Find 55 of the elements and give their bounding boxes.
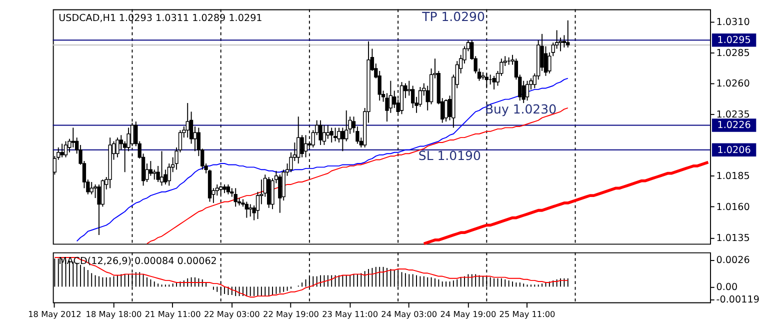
candlestick	[60, 143, 64, 158]
ref-line-label: 1.0226	[717, 120, 751, 132]
candlestick	[333, 127, 338, 142]
x-tick-label: 21 May 11:00	[144, 309, 201, 320]
x-tick-label: 22 May 19:00	[263, 309, 319, 320]
candlestick	[97, 184, 101, 236]
candlestick	[296, 116, 300, 164]
candlestick	[116, 137, 120, 158]
line-series	[422, 160, 710, 246]
ref-line-label: 1.0295	[717, 34, 751, 46]
y-tick-label: 0.0026	[716, 254, 750, 266]
candlestick	[248, 204, 252, 218]
candlestick	[244, 201, 249, 218]
x-tick-label: 23 May 11:00	[322, 309, 378, 320]
candlestick	[186, 102, 190, 138]
candlestick	[326, 124, 330, 140]
y-tick-label: 1.0260	[716, 78, 750, 90]
y-tick-label: 1.0235	[716, 109, 750, 120]
line-series	[54, 257, 568, 298]
candlestick	[71, 127, 75, 148]
candlestick	[234, 188, 238, 208]
candlestick	[525, 80, 530, 102]
candlestick	[337, 127, 341, 143]
candlestick	[330, 127, 334, 143]
x-tick-label: 24 May 03:00	[381, 309, 438, 320]
candlestick	[300, 134, 304, 158]
chart-title: USDCAD,H1	[58, 12, 116, 24]
candlestick	[322, 124, 326, 146]
chart-subtitle: 1.0293 1.0311 1.0289 1.0291	[118, 12, 262, 24]
x-tick-label: 18 May 18:00	[86, 309, 142, 320]
candlestick	[492, 75, 496, 90]
candlestick	[160, 150, 164, 186]
y-tick-label: 0.00	[716, 282, 738, 294]
y-tick-label: 1.0160	[716, 202, 750, 214]
candlestick	[318, 120, 322, 146]
line-series	[76, 78, 568, 242]
y-tick-label: 1.0310	[716, 16, 750, 28]
candlestick	[566, 20, 570, 48]
ref-line-label: 1.0206	[717, 144, 751, 156]
x-tick-label: 24 May 19:00	[440, 309, 496, 320]
candlestick	[340, 127, 344, 152]
x-tick-label: 25 May 11:00	[499, 309, 556, 320]
x-tick-label: 18 May 2012	[28, 309, 82, 320]
y-tick-label: 1.0285	[716, 48, 750, 59]
candlestick	[64, 140, 68, 158]
candlestick	[444, 98, 448, 122]
annotation: TP 1.0290	[421, 8, 485, 24]
annotation: SL 1.0190	[418, 148, 481, 164]
y-tick-label: 1.0135	[716, 232, 750, 244]
x-tick-label: 22 May 03:00	[204, 309, 260, 320]
candlestick	[152, 169, 156, 180]
y-tick-label: 1.0185	[716, 171, 750, 182]
annotation: Buy 1.0230	[484, 102, 557, 117]
candlestick	[226, 184, 230, 195]
y-tick-label: -0.00119	[716, 294, 760, 306]
